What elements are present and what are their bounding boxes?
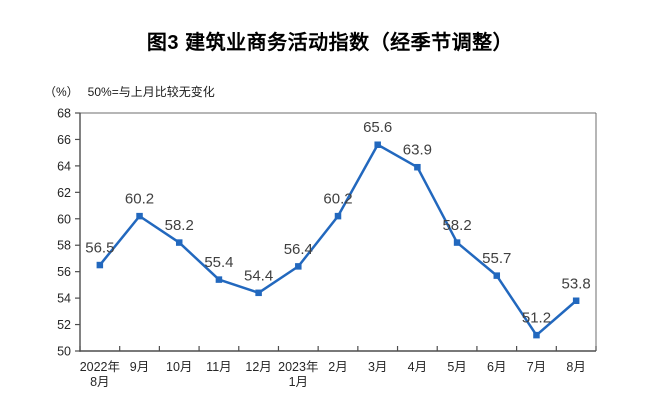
- y-axis-tick-label: 66: [57, 133, 71, 147]
- data-point-marker: [175, 239, 183, 246]
- x-axis-tick-label: 5月: [447, 360, 466, 374]
- data-point-label: 58.2: [165, 217, 194, 234]
- y-axis-tick-label: 58: [57, 239, 71, 253]
- x-axis-tick-label: 8月: [566, 360, 585, 374]
- data-point-marker: [414, 163, 421, 171]
- y-axis-tick-label: 62: [57, 186, 71, 200]
- x-axis-tick-label: 11月: [206, 360, 231, 374]
- x-axis-tick-label: 7月: [527, 360, 546, 374]
- data-point-label: 63.9: [403, 142, 432, 159]
- data-point-marker: [255, 289, 262, 297]
- y-axis-tick-label: 56: [57, 265, 71, 279]
- data-point-label: 54.4: [244, 267, 273, 284]
- data-point-marker: [295, 263, 302, 270]
- y-axis-unit-label: （%）: [44, 85, 79, 99]
- data-point-label: 60.2: [125, 191, 154, 208]
- data-point-marker: [572, 297, 580, 305]
- y-axis-tick-label: 54: [57, 292, 71, 306]
- data-point-label: 56.4: [284, 241, 313, 258]
- reference-note-text: 50%=与上月比较无变化: [87, 85, 215, 99]
- data-point-label: 56.5: [85, 240, 114, 257]
- data-point-marker: [453, 239, 461, 246]
- data-point-label: 55.7: [482, 250, 511, 267]
- chart-title: 图3 建筑业商务活动指数（经季节调整）: [146, 32, 514, 54]
- data-point-label: 58.2: [442, 217, 471, 234]
- x-axis-tick-label: 6月: [487, 360, 506, 374]
- data-series-line: [98, 143, 578, 337]
- x-axis-tick-label: 2月: [328, 360, 347, 374]
- data-point-marker: [215, 276, 223, 283]
- x-axis-tick-label: 4月: [408, 360, 427, 374]
- data-point-marker: [96, 261, 104, 269]
- data-point-marker: [533, 331, 540, 339]
- x-axis-tick-label: 12月: [245, 360, 271, 374]
- data-point-marker: [334, 212, 342, 220]
- y-axis-tick-label: 68: [57, 107, 71, 121]
- x-axis-tick-label: 2023年 1月: [278, 360, 318, 389]
- data-point-marker: [136, 212, 143, 220]
- axis-unit-note: （%） 50%=与上月比较无变化: [44, 83, 215, 100]
- y-axis-tick-label: 52: [57, 318, 71, 332]
- x-axis-tick-label: 2022年 8月: [80, 360, 120, 389]
- x-axis-tick-label: 9月: [130, 360, 149, 374]
- data-point-label: 51.2: [522, 310, 551, 327]
- x-axis-tick-label: 10月: [166, 360, 192, 374]
- y-axis-tick-label: 60: [57, 212, 71, 226]
- data-point-label: 53.8: [562, 275, 591, 292]
- data-point-label: 65.6: [363, 119, 392, 136]
- y-axis-tick-label: 64: [57, 159, 71, 173]
- data-point-label: 60.2: [323, 191, 352, 208]
- data-point-marker: [493, 272, 501, 279]
- data-point-label: 55.4: [204, 254, 233, 271]
- x-axis-tick-label: 3月: [368, 360, 387, 374]
- y-axis-tick-label: 50: [57, 345, 71, 359]
- data-point-marker: [374, 141, 381, 148]
